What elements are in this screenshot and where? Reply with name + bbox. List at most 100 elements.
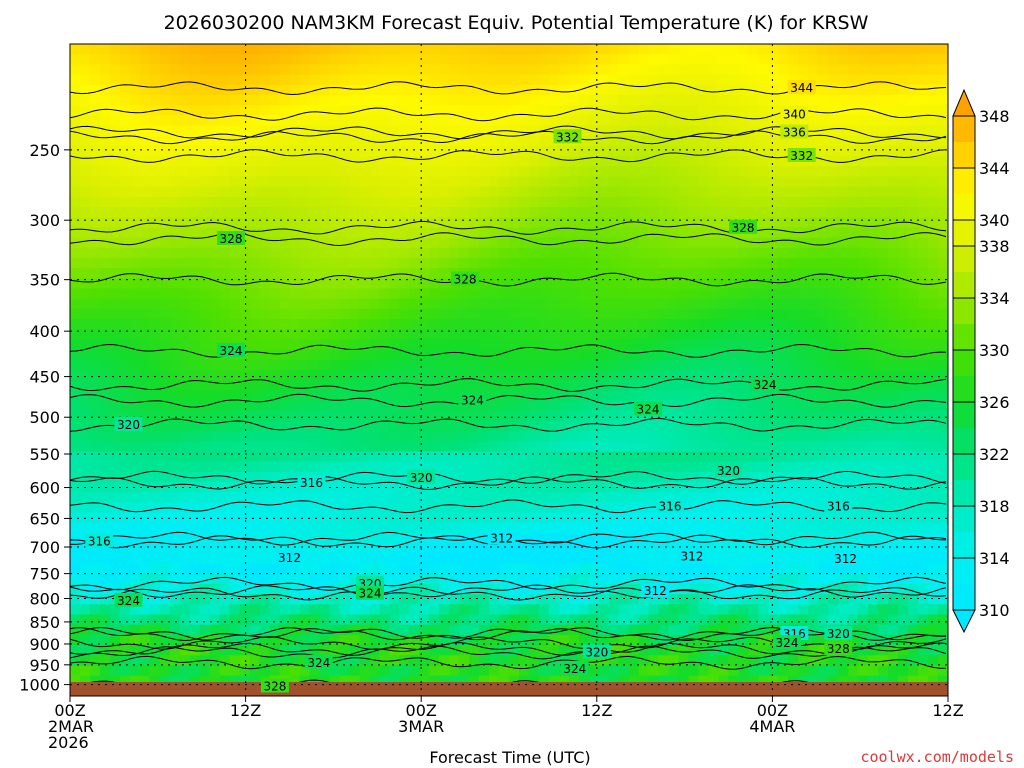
- colorbar-segment: [953, 480, 975, 507]
- contour-label-bg: [751, 377, 780, 392]
- contour-label-bg: [553, 129, 582, 144]
- colorbar-label: 334: [979, 289, 1010, 308]
- colorbar-segment: [953, 506, 975, 533]
- x-tick-label: 2MAR: [48, 717, 94, 736]
- colorbar-segment: [953, 376, 975, 403]
- y-tick-label: 1000: [19, 676, 60, 695]
- y-tick-label: 350: [29, 271, 60, 290]
- contour-label-bg: [634, 401, 662, 416]
- contour-label: 340: [783, 107, 806, 121]
- contour-line: [70, 272, 947, 287]
- contour-label: 336: [783, 126, 806, 140]
- contour-line: [70, 584, 947, 599]
- contour-line: [70, 576, 947, 591]
- colorbar-label: 340: [979, 211, 1010, 230]
- contour-label: 324: [307, 656, 330, 670]
- colorbar-segment: [953, 532, 975, 559]
- colorbar-label: 330: [979, 341, 1010, 360]
- plot-frame: [69, 43, 949, 697]
- contour-label-bg: [780, 106, 809, 121]
- contour-label: 324: [220, 344, 243, 358]
- colorbar-label: 338: [979, 237, 1010, 256]
- y-tick-label: 250: [29, 141, 60, 160]
- contour-label: 312: [278, 551, 301, 565]
- contour-label-bg: [582, 644, 611, 659]
- contour-line: [70, 586, 947, 601]
- contour-label-bg: [560, 660, 589, 675]
- contour-label: 320: [410, 471, 433, 485]
- contour-label: 316: [659, 499, 682, 513]
- colorbar-segment: [953, 584, 975, 611]
- contour-label-bg: [677, 548, 706, 563]
- contour-label-bg: [824, 498, 853, 513]
- y-tick-label: 600: [29, 479, 60, 498]
- contour-label-bg: [780, 124, 809, 139]
- colorbar-label: 326: [979, 393, 1010, 412]
- y-tick-label: 750: [29, 565, 60, 584]
- contour-line: [70, 393, 947, 408]
- contour-label: 320: [827, 627, 850, 641]
- colorbar-segment: [953, 454, 975, 481]
- theta-e-color-bands: [70, 44, 948, 696]
- y-tick-label: 550: [29, 445, 60, 464]
- ground-surface: [70, 682, 948, 696]
- y-tick-label: 650: [29, 509, 60, 528]
- colorbar-segment: [953, 324, 975, 351]
- y-tick-label: 850: [29, 613, 60, 632]
- colorbar-segment: [953, 402, 975, 429]
- contour-label-bg: [487, 530, 516, 545]
- x-tick-label: 12Z: [932, 701, 963, 720]
- contour-label: 324: [563, 662, 586, 676]
- contour-label-bg: [824, 626, 853, 640]
- contour-label: 328: [220, 232, 243, 246]
- y-tick-label: 400: [29, 322, 60, 341]
- x-tick-label: 12Z: [581, 701, 612, 720]
- contour-line: [70, 499, 947, 514]
- contour-label-bg: [304, 654, 333, 669]
- x-tick-label: 00Z: [757, 701, 788, 720]
- colorbar-max-arrow: [952, 88, 976, 117]
- x-tick-label: 00Z: [54, 701, 85, 720]
- contour-label-bg: [773, 635, 801, 650]
- contour-line: [70, 232, 947, 247]
- contour-label: 316: [827, 499, 850, 513]
- contour-label: 312: [644, 584, 667, 598]
- colorbar-min-arrow: [952, 609, 976, 634]
- contour-label: 316: [88, 535, 111, 549]
- colorbar: 310 314 318 322 326 330 334 338 340 344 348: [952, 88, 1010, 634]
- contour-label-bg: [297, 475, 326, 489]
- x-tick-label: 12Z: [230, 701, 261, 720]
- contour-label: 344: [790, 81, 813, 95]
- y-tick-label: 450: [29, 368, 60, 387]
- contour-label-bg: [458, 392, 487, 407]
- contour-label: 316: [300, 476, 323, 490]
- contour-label: 324: [117, 594, 140, 608]
- contour-label: 324: [359, 587, 382, 601]
- colorbar-segment: [953, 168, 975, 195]
- colorbar-label: 322: [979, 445, 1010, 464]
- y-tick-label: 500: [29, 408, 60, 427]
- credit-text: coolwx.com/models: [860, 748, 1014, 766]
- contour-label-bg: [356, 585, 384, 600]
- colorbar-segment: [953, 246, 975, 273]
- contour-label-bg: [729, 219, 758, 234]
- contour-label-bg: [217, 231, 245, 245]
- contour-value-labels: 3443403363323323283283283243243243243203…: [85, 80, 860, 694]
- colorbar-segment: [953, 428, 975, 455]
- contour-label-bg: [407, 469, 436, 484]
- contour-label: 320: [585, 645, 608, 659]
- y-axis-pressure: 250 300 350 400 450 500 550 600 650 700 750 800 850 9…: [19, 141, 70, 695]
- x-tick-label: 00Z: [406, 701, 437, 720]
- chart-title: 2026030200 NAM3KM Forecast Equiv. Potent…: [164, 12, 869, 34]
- contour-label-bg: [451, 271, 480, 286]
- contour-label-bg: [656, 498, 684, 513]
- contour-label-bg: [714, 463, 743, 478]
- x-tick-label: 4MAR: [749, 717, 795, 736]
- contour-label: 328: [454, 273, 477, 287]
- contour-label: 312: [490, 532, 513, 546]
- colorbar-segment: [953, 558, 975, 585]
- x-tick-label: 2026: [48, 733, 89, 752]
- contour-line: [70, 476, 947, 491]
